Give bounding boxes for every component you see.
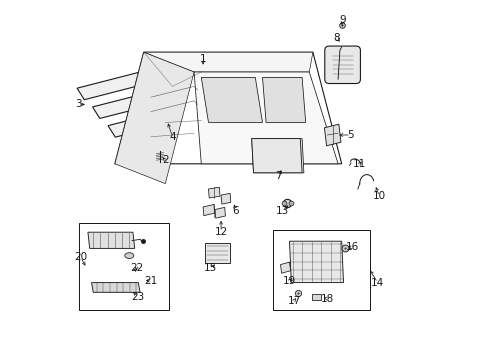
Text: 10: 10	[372, 191, 385, 201]
Polygon shape	[208, 187, 220, 198]
Polygon shape	[115, 52, 194, 184]
Bar	[273, 230, 370, 310]
Bar	[79, 223, 168, 310]
Text: 4: 4	[169, 132, 176, 142]
Text: 6: 6	[232, 206, 238, 216]
Polygon shape	[91, 283, 140, 292]
Ellipse shape	[164, 82, 177, 90]
Polygon shape	[311, 294, 320, 300]
Text: 1: 1	[200, 54, 206, 64]
Polygon shape	[92, 91, 163, 118]
Polygon shape	[221, 193, 230, 204]
Text: 12: 12	[214, 227, 227, 237]
Text: 23: 23	[131, 292, 144, 302]
Text: 8: 8	[332, 33, 339, 43]
Text: 20: 20	[74, 252, 87, 262]
Text: 5: 5	[346, 130, 353, 140]
Text: 3: 3	[76, 99, 82, 109]
Text: 11: 11	[352, 159, 366, 169]
Polygon shape	[201, 77, 262, 122]
Text: 22: 22	[130, 263, 143, 273]
Polygon shape	[280, 262, 290, 273]
Polygon shape	[251, 139, 302, 173]
Text: 19: 19	[282, 276, 296, 286]
Ellipse shape	[124, 253, 134, 258]
Ellipse shape	[156, 148, 163, 153]
Text: 13: 13	[275, 206, 289, 216]
Text: 2: 2	[162, 155, 168, 165]
Ellipse shape	[89, 234, 133, 247]
Polygon shape	[88, 232, 134, 248]
Polygon shape	[143, 52, 312, 72]
Text: 9: 9	[339, 15, 346, 25]
Text: 17: 17	[287, 296, 300, 306]
Text: 18: 18	[320, 294, 333, 304]
Polygon shape	[203, 204, 214, 216]
Polygon shape	[215, 207, 225, 218]
Polygon shape	[262, 77, 305, 122]
Text: 7: 7	[275, 171, 282, 181]
Text: 15: 15	[203, 263, 217, 273]
Polygon shape	[251, 139, 303, 173]
Polygon shape	[77, 72, 147, 100]
Polygon shape	[204, 243, 230, 263]
Text: 21: 21	[144, 276, 157, 286]
Text: 16: 16	[345, 242, 358, 252]
Polygon shape	[108, 109, 179, 137]
Polygon shape	[289, 241, 343, 283]
Polygon shape	[324, 124, 340, 146]
Polygon shape	[194, 72, 337, 164]
Text: 14: 14	[370, 278, 384, 288]
FancyBboxPatch shape	[324, 46, 360, 84]
